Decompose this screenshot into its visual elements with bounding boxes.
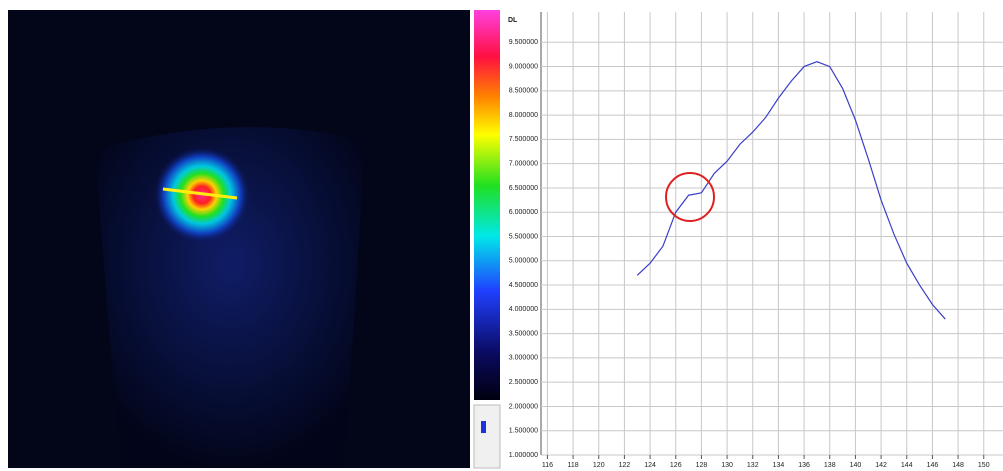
y-tick-label: 3.000000 <box>509 355 538 362</box>
y-tick-label: 6.500000 <box>509 185 538 192</box>
x-tick-label: 150 <box>978 462 990 469</box>
x-tick-label: 124 <box>644 462 656 469</box>
y-tick-label: 4.000000 <box>509 306 538 313</box>
marker <box>481 421 486 433</box>
x-tick-label: 128 <box>696 462 708 469</box>
y-tick-label: 9.500000 <box>509 39 538 46</box>
highlight-circle <box>666 173 714 221</box>
y-tick-label: 7.000000 <box>509 161 538 168</box>
x-tick-label: 136 <box>798 462 810 469</box>
screenshot: DL 1.000000 1.500000 2.000000 2.500000 3.000… <box>0 0 1003 471</box>
data-line <box>637 62 945 319</box>
y-tick-label: 1.000000 <box>509 452 538 459</box>
x-tick-label: 140 <box>850 462 862 469</box>
y-tick-label: 8.500000 <box>509 88 538 95</box>
x-tick-label: 132 <box>747 462 759 469</box>
x-tick-label: 142 <box>875 462 887 469</box>
x-tick-label: 116 <box>542 462 553 469</box>
y-tick-label: 1.500000 <box>509 428 538 435</box>
y-tick-label: 9.000000 <box>509 63 538 70</box>
x-tick-label: 118 <box>567 462 578 469</box>
x-tick-label: 138 <box>824 462 836 469</box>
color-bar-box <box>474 405 500 468</box>
x-tick-label: 148 <box>952 462 964 469</box>
y-tick-label: 5.000000 <box>509 258 538 265</box>
y-tick-label: 5.500000 <box>509 233 538 240</box>
chart: DL 1.000000 1.500000 2.000000 2.500000 3.000… <box>0 0 1003 471</box>
x-tick-label: 120 <box>593 462 605 469</box>
y-tick-label: 6.000000 <box>509 209 538 216</box>
y-tick-label: 7.500000 <box>509 136 538 143</box>
color-bar <box>474 10 500 400</box>
x-tick-label: 146 <box>927 462 939 469</box>
y-axis-label: DL <box>508 17 518 24</box>
y-tick-label: 4.500000 <box>509 282 538 289</box>
y-tick-label: 8.000000 <box>509 112 538 119</box>
x-tick-label: 134 <box>773 462 785 469</box>
x-tick-label: 122 <box>619 462 631 469</box>
x-tick-label: 130 <box>721 462 733 469</box>
x-tick-label: 144 <box>901 462 913 469</box>
y-tick-label: 2.000000 <box>509 403 538 410</box>
y-tick-label: 2.500000 <box>509 379 538 386</box>
x-tick-label: 126 <box>670 462 682 469</box>
y-tick-label: 3.500000 <box>509 330 538 337</box>
